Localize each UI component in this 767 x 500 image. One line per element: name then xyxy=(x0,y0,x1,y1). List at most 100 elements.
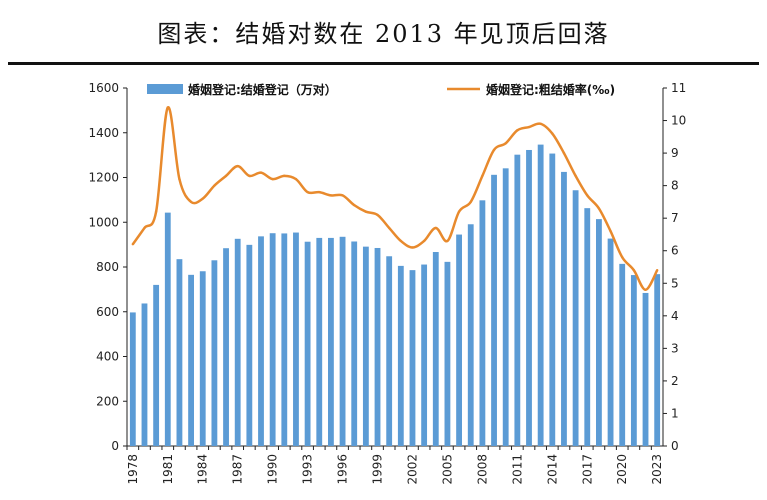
y-right-tick-label: 0 xyxy=(671,439,679,453)
bar xyxy=(397,265,404,446)
bar xyxy=(246,244,253,446)
y-left-tick-label: 1200 xyxy=(88,171,119,185)
x-tick-label: 2017 xyxy=(580,454,594,485)
bar xyxy=(654,274,661,446)
bar xyxy=(421,264,428,446)
bar xyxy=(491,174,497,446)
bar xyxy=(607,238,614,446)
bar xyxy=(561,171,567,446)
line-point xyxy=(248,174,251,178)
x-tick-label: 2005 xyxy=(440,454,454,485)
x-tick-label: 2023 xyxy=(650,454,664,485)
x-tick-label: 2014 xyxy=(545,454,559,485)
bar xyxy=(642,292,649,446)
line-point xyxy=(131,243,135,246)
bar xyxy=(328,237,334,446)
bar-series xyxy=(129,144,661,447)
bar xyxy=(304,241,311,446)
line-point xyxy=(422,239,426,243)
bar xyxy=(293,232,299,446)
line-point xyxy=(178,177,181,181)
bar xyxy=(153,284,160,446)
x-tick-label: 1984 xyxy=(196,454,210,485)
line-point xyxy=(516,129,519,132)
line-point xyxy=(539,122,542,126)
y-left-tick-label: 0 xyxy=(111,439,119,453)
line-point xyxy=(201,197,204,200)
axes: 0 200 400 600 800 1000 1200 1400 1600 0 1 2 3 4 5 6 7 8 9 1… xyxy=(88,81,686,485)
line-point xyxy=(399,239,403,243)
bar xyxy=(269,233,276,446)
line-point xyxy=(154,210,158,213)
line-point xyxy=(306,190,309,194)
y-right-tick-label: 7 xyxy=(671,211,679,225)
line-point xyxy=(609,230,612,233)
y-right-tick-label: 10 xyxy=(671,114,686,128)
bar xyxy=(619,263,626,446)
bar xyxy=(386,256,393,446)
line-point xyxy=(318,190,321,194)
line-point xyxy=(644,288,647,291)
bar xyxy=(188,274,194,446)
bar xyxy=(281,233,288,446)
bar xyxy=(176,259,183,446)
line-point xyxy=(387,226,391,230)
line-point xyxy=(655,269,659,272)
bar xyxy=(502,168,509,447)
line-point xyxy=(329,194,333,197)
bar xyxy=(409,270,416,446)
y-left-tick-label: 1400 xyxy=(88,126,119,140)
x-tick-label: 1990 xyxy=(266,454,280,485)
line-point xyxy=(457,210,461,213)
bar xyxy=(432,252,439,446)
x-tick-label: 2020 xyxy=(615,454,629,485)
bar xyxy=(374,247,381,446)
bar xyxy=(537,144,544,446)
x-tick-label: 1999 xyxy=(371,454,385,485)
line-point xyxy=(446,239,449,243)
line-point xyxy=(621,256,624,259)
y-right-tick-label: 2 xyxy=(671,374,679,388)
bar xyxy=(456,234,462,446)
bar xyxy=(351,241,358,446)
legend-bar-swatch xyxy=(147,84,183,94)
x-tick-label: 2002 xyxy=(405,454,419,485)
line-point xyxy=(236,164,239,168)
title-rule xyxy=(8,62,759,65)
line-point xyxy=(213,184,216,187)
x-tick-label: 2008 xyxy=(475,454,489,485)
bar xyxy=(316,237,323,446)
line-point xyxy=(189,200,193,204)
legend-line-label: 婚姻登记:粗结婚率(‰) xyxy=(486,82,615,97)
line-point xyxy=(271,177,274,181)
line-point xyxy=(224,174,228,178)
bar xyxy=(479,200,486,446)
line-point xyxy=(469,200,472,204)
line-point xyxy=(166,106,169,109)
bar xyxy=(572,190,579,446)
bar xyxy=(526,149,532,446)
y-left-tick-label: 800 xyxy=(96,260,119,274)
y-right-tick-label: 5 xyxy=(671,276,679,290)
bar xyxy=(223,248,229,446)
x-tick-label: 1987 xyxy=(231,454,245,485)
bar xyxy=(362,246,369,446)
line-point xyxy=(294,177,298,181)
y-left-tick-label: 600 xyxy=(96,305,119,319)
chart-title: 图表：结婚对数在 2013 年见顶后回落 xyxy=(157,20,610,48)
line-point xyxy=(551,132,554,135)
line-point xyxy=(586,194,589,197)
bar xyxy=(199,271,206,446)
bar xyxy=(211,260,218,446)
y-right-tick-label: 8 xyxy=(671,179,679,193)
x-tick-label: 1981 xyxy=(161,454,175,485)
line-point xyxy=(492,148,496,152)
line-point xyxy=(364,210,368,213)
line-point xyxy=(574,174,577,178)
x-tick-label: 1993 xyxy=(301,454,315,485)
bar xyxy=(339,236,346,446)
line-point xyxy=(353,203,356,207)
bar xyxy=(129,312,136,446)
bar xyxy=(258,236,264,446)
